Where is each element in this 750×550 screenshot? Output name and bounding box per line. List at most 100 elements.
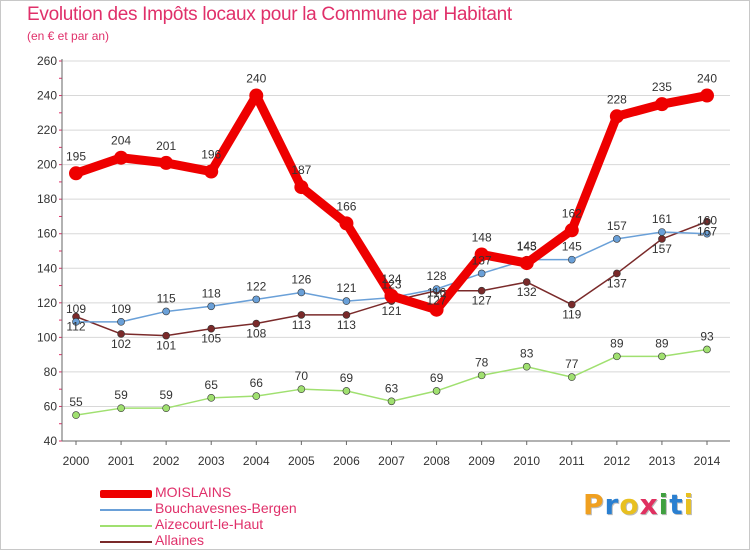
x-tick-label: 2008 xyxy=(423,454,450,468)
data-point-moislains xyxy=(384,288,399,303)
data-point-moislains xyxy=(249,88,264,103)
x-tick-label: 2011 xyxy=(559,454,585,468)
data-point-moislains xyxy=(339,216,354,231)
data-label-aizecourt-le-haut: 69 xyxy=(430,371,444,385)
data-point-aizecourt-le-haut xyxy=(387,397,396,406)
data-label-allaines: 113 xyxy=(292,318,311,332)
data-label-aizecourt-le-haut: 69 xyxy=(340,371,354,385)
data-point-allaines xyxy=(477,286,486,295)
data-label-allaines: 113 xyxy=(337,318,356,332)
data-point-aizecourt-le-haut xyxy=(72,411,80,419)
x-tick-label: 2012 xyxy=(604,454,631,468)
data-label-moislains: 148 xyxy=(472,230,492,244)
data-point-aizecourt-le-haut xyxy=(117,404,125,412)
data-label-allaines: 127 xyxy=(472,294,492,308)
chart-title: Evolution des Impôts locaux pour la Comm… xyxy=(27,4,512,25)
data-label-allaines: 102 xyxy=(111,337,131,351)
data-label-moislains: 143 xyxy=(517,239,537,253)
logo-letter: i xyxy=(658,488,670,521)
data-point-aizecourt-le-haut xyxy=(703,345,711,354)
logo-letter: o xyxy=(619,488,640,521)
data-label-moislains: 204 xyxy=(111,134,131,148)
x-tick-label: 2014 xyxy=(694,454,721,468)
legend-swatch-allaines xyxy=(100,541,152,543)
data-point-allaines xyxy=(342,311,351,319)
data-label-bouchavesnes-bergen: 121 xyxy=(336,281,356,295)
data-label-moislains: 195 xyxy=(66,149,86,163)
data-point-aizecourt-le-haut xyxy=(432,387,441,395)
data-point-allaines xyxy=(207,324,216,333)
data-point-moislains xyxy=(654,97,669,112)
data-label-aizecourt-le-haut: 66 xyxy=(250,376,264,390)
data-point-bouchavesnes-bergen xyxy=(207,302,216,311)
data-label-aizecourt-le-haut: 78 xyxy=(475,355,489,369)
data-point-moislains xyxy=(474,247,489,262)
data-point-aizecourt-le-haut xyxy=(477,371,486,380)
data-label-moislains: 162 xyxy=(562,206,582,220)
data-label-bouchavesnes-bergen: 115 xyxy=(157,291,176,305)
data-point-allaines xyxy=(613,269,621,278)
y-tick-label: 200 xyxy=(37,158,57,172)
data-label-moislains: 240 xyxy=(246,72,266,86)
data-point-bouchavesnes-bergen xyxy=(117,318,125,326)
data-label-moislains: 187 xyxy=(291,163,311,177)
data-point-moislains xyxy=(204,164,219,179)
data-label-aizecourt-le-haut: 63 xyxy=(385,381,399,395)
data-label-bouchavesnes-bergen: 126 xyxy=(291,272,311,286)
data-point-bouchavesnes-bergen xyxy=(342,297,351,305)
legend-swatch-bouchavesnes-bergen xyxy=(100,509,152,511)
data-label-moislains: 116 xyxy=(427,286,446,300)
x-tick-label: 2007 xyxy=(378,454,405,468)
data-label-aizecourt-le-haut: 77 xyxy=(565,357,579,371)
data-point-aizecourt-le-haut xyxy=(522,362,531,371)
data-label-aizecourt-le-haut: 59 xyxy=(114,388,128,402)
data-label-aizecourt-le-haut: 55 xyxy=(69,395,83,409)
y-tick-label: 100 xyxy=(37,330,57,344)
data-label-bouchavesnes-bergen: 145 xyxy=(562,240,582,254)
data-label-bouchavesnes-bergen: 157 xyxy=(607,219,627,233)
data-point-moislains xyxy=(294,180,309,195)
data-point-allaines xyxy=(567,300,576,309)
logo-letter: P xyxy=(583,488,605,521)
legend-swatch-aizecourt-le-haut xyxy=(100,525,152,527)
data-point-moislains xyxy=(700,88,714,103)
x-tick-label: 2003 xyxy=(198,454,225,468)
logo-letter: i xyxy=(683,488,695,521)
legend-label-bouchavesnes-bergen: Bouchavesnes-Bergen xyxy=(155,500,297,516)
data-point-allaines xyxy=(703,217,711,226)
logo-letter: r xyxy=(604,488,620,521)
data-label-allaines: 137 xyxy=(607,276,627,290)
data-label-aizecourt-le-haut: 89 xyxy=(610,336,624,350)
data-point-bouchavesnes-bergen xyxy=(567,255,576,264)
data-label-allaines: 108 xyxy=(246,327,266,341)
data-point-bouchavesnes-bergen xyxy=(477,269,486,278)
data-label-allaines: 157 xyxy=(652,242,672,256)
data-point-bouchavesnes-bergen xyxy=(613,235,621,243)
data-point-aizecourt-le-haut xyxy=(658,352,666,361)
data-point-aizecourt-le-haut xyxy=(613,352,621,361)
data-label-bouchavesnes-bergen: 137 xyxy=(472,253,492,267)
x-tick-label: 2001 xyxy=(108,454,135,468)
data-point-aizecourt-le-haut xyxy=(342,387,351,395)
y-tick-label: 240 xyxy=(37,89,57,103)
data-label-bouchavesnes-bergen: 161 xyxy=(652,212,672,226)
data-label-allaines: 121 xyxy=(381,304,401,318)
data-point-bouchavesnes-bergen xyxy=(297,288,306,297)
data-point-aizecourt-le-haut xyxy=(162,404,170,412)
proxiti-logo: Proxiti xyxy=(583,488,694,521)
data-label-bouchavesnes-bergen: 122 xyxy=(246,279,266,293)
data-label-moislains: 228 xyxy=(607,92,627,106)
legend-label-moislains: MOISLAINS xyxy=(155,484,232,500)
y-tick-label: 180 xyxy=(37,192,57,206)
data-label-aizecourt-le-haut: 83 xyxy=(520,347,534,361)
y-tick-label: 140 xyxy=(37,261,57,275)
data-label-bouchavesnes-bergen: 145 xyxy=(517,240,537,254)
data-label-bouchavesnes-bergen: 109 xyxy=(111,302,131,316)
data-label-bouchavesnes-bergen: 118 xyxy=(202,286,221,300)
data-label-moislains: 240 xyxy=(697,72,717,86)
data-label-aizecourt-le-haut: 70 xyxy=(295,369,309,383)
data-point-bouchavesnes-bergen xyxy=(72,318,80,326)
data-label-moislains: 196 xyxy=(201,148,221,162)
data-label-bouchavesnes-bergen: 109 xyxy=(66,302,86,316)
